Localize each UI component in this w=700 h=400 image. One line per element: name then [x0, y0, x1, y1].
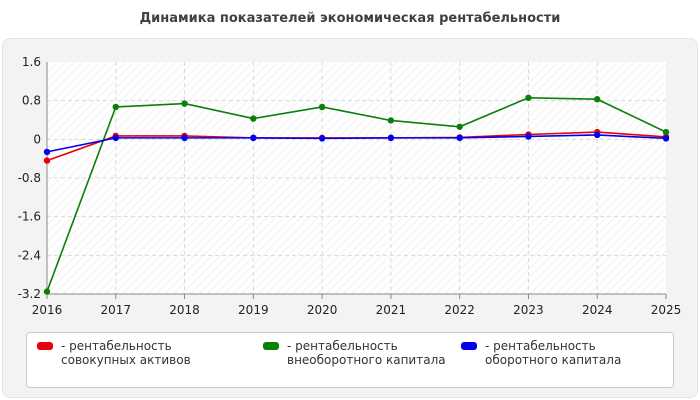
- legend-label-working-capital: - рентабельность оборотного капитала: [485, 339, 622, 367]
- data-point: [181, 100, 188, 107]
- grid: [47, 62, 666, 294]
- data-point: [250, 134, 257, 142]
- data-point: [525, 133, 532, 140]
- legend-label-noncurrent-capital: - рентабельность внеоборотного капитала: [287, 339, 446, 367]
- data-point: [318, 103, 326, 111]
- legend: - рентабельность совокупных активов - ре…: [26, 332, 674, 388]
- x-tick-label: 2021: [376, 303, 407, 317]
- data-point: [318, 135, 326, 142]
- legend-swatch-noncurrent-capital: [263, 342, 279, 350]
- data-point: [112, 134, 119, 142]
- data-point: [43, 148, 51, 156]
- x-tick-label: 2020: [307, 303, 338, 317]
- y-tick-label: 1.6: [22, 55, 41, 69]
- y-tick-label: -0.8: [18, 171, 41, 185]
- y-tick-label: -2.4: [18, 248, 41, 262]
- tick-labels: 1.6 0.8 0 -0.8 -1.6 -2.4 -3.2 2016 2017 2018 2019 2…: [18, 55, 682, 317]
- data-point: [43, 157, 51, 164]
- data-point: [662, 135, 670, 142]
- series-line-working-capital: [46, 134, 667, 153]
- legend-swatch-working-capital: [461, 342, 477, 350]
- data-point: [387, 117, 395, 124]
- legend-label-total-assets: - рентабельность совокупных активов: [61, 339, 191, 367]
- y-tick-label: -1.6: [18, 210, 41, 224]
- data-point: [594, 131, 601, 139]
- data-point: [387, 134, 395, 142]
- x-tick-label: 2024: [582, 303, 613, 317]
- data-point: [456, 123, 463, 130]
- series-noncurrent-capital: [43, 94, 670, 295]
- y-tick-label: -3.2: [18, 287, 41, 301]
- legend-swatch-total-assets: [37, 342, 53, 350]
- series-line-noncurrent-capital: [46, 96, 667, 292]
- x-tick-label: 2018: [169, 303, 200, 317]
- data-point: [181, 134, 188, 142]
- data-point: [250, 115, 257, 122]
- x-tick-label: 2019: [238, 303, 269, 317]
- x-tick-label: 2022: [444, 303, 475, 317]
- data-point: [112, 103, 119, 111]
- data-point: [662, 128, 670, 136]
- x-tick-label: 2017: [101, 303, 132, 317]
- x-tick-label: 2025: [651, 303, 682, 317]
- x-tick-label: 2016: [32, 303, 63, 317]
- data-point: [456, 134, 463, 142]
- y-tick-label: 0.8: [22, 94, 41, 108]
- chart-title: Динамика показателей экономическая рента…: [139, 11, 561, 26]
- axes: [46, 62, 667, 299]
- data-point: [594, 96, 601, 103]
- series-working-capital: [43, 131, 670, 156]
- series-layer: [43, 94, 670, 295]
- y-tick-label: 0: [33, 132, 41, 146]
- x-tick-label: 2023: [513, 303, 544, 317]
- data-point: [525, 94, 532, 101]
- data-point: [43, 288, 51, 295]
